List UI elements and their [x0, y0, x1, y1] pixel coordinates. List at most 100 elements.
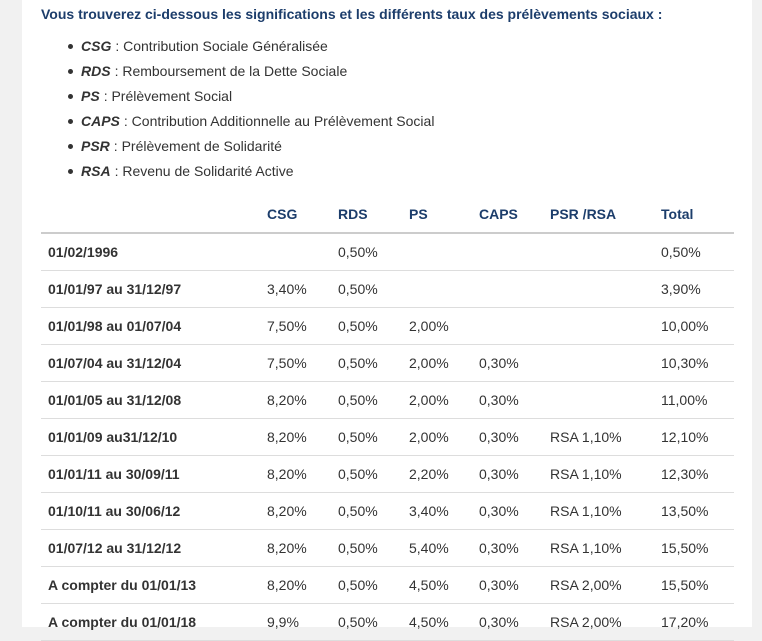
- rate-cell: [402, 233, 472, 271]
- rate-cell: 15,50%: [654, 529, 734, 567]
- rate-cell: 0,50%: [331, 529, 402, 567]
- abbreviation: RDS: [81, 63, 111, 79]
- rate-cell: 0,30%: [472, 529, 543, 567]
- rate-cell: 4,50%: [402, 566, 472, 604]
- rate-cell: 0,50%: [654, 233, 734, 271]
- table-row: A compter du 01/01/13 8,20% 0,50% 4,50% 0,30…: [41, 566, 734, 604]
- rates-table: CSG RDS PS CAPS PSR /RSA Total 01/02/1996 0,50…: [41, 195, 734, 641]
- rate-cell: 3,40%: [260, 270, 331, 308]
- rate-cell: [402, 270, 472, 308]
- rate-cell: 17,20%: [654, 603, 734, 641]
- rate-cell: 10,00%: [654, 307, 734, 345]
- rate-cell: [472, 270, 543, 308]
- definitions: CSG: Contribution Sociale Généralisée RDS…: [67, 36, 435, 186]
- body: {"intro":"Vous trouverez ci-dessous les …: [22, 0, 752, 641]
- row-label: 01/02/1996: [41, 233, 260, 271]
- rate-cell: 4,50%: [402, 603, 472, 641]
- abbreviation: CAPS: [81, 113, 120, 129]
- rate-cell: [543, 344, 654, 382]
- definition-item: CAPS: Contribution Additionnelle au Prél…: [67, 111, 435, 136]
- rate-cell: 0,50%: [331, 233, 402, 271]
- rate-cell: 0,30%: [472, 455, 543, 493]
- rate-cell: 0,50%: [331, 381, 402, 419]
- row-label: A compter du 01/01/13: [41, 566, 260, 604]
- header-cell: PS: [402, 195, 472, 234]
- rate-cell: 5,40%: [402, 529, 472, 567]
- rate-cell: 0,30%: [472, 566, 543, 604]
- rate-cell: RSA 1,10%: [543, 529, 654, 567]
- abbreviation: PS: [81, 88, 100, 104]
- row-label: 01/07/04 au 31/12/04: [41, 344, 260, 382]
- rate-cell: 8,20%: [260, 492, 331, 530]
- rate-cell: [543, 307, 654, 345]
- header-cell: PSR /RSA: [543, 195, 654, 234]
- table-row: A compter du 01/01/18 9,9% 0,50% 4,50% 0,30%…: [41, 603, 734, 641]
- abbreviation: CSG: [81, 38, 112, 54]
- rate-cell: [543, 233, 654, 271]
- table-row: 01/02/1996 0,50% 0,50%: [41, 233, 734, 271]
- definition-item: RSA: Revenu de Solidarité Active: [67, 161, 434, 186]
- rate-cell: [543, 270, 654, 308]
- rate-cell: 0,50%: [331, 344, 402, 382]
- rate-cell: 0,50%: [331, 418, 402, 456]
- definition-text: : Contribution Additionnelle au Prélèvem…: [123, 113, 435, 129]
- rate-cell: 0,30%: [472, 344, 543, 382]
- rate-cell: 0,30%: [472, 603, 543, 641]
- row-label: A compter du 01/01/18: [41, 603, 260, 641]
- header-cell: CSG: [260, 195, 331, 234]
- rate-cell: 8,20%: [260, 381, 331, 419]
- row-label: 01/01/11 au 30/09/11: [41, 455, 260, 493]
- rate-cell: 9,9%: [260, 603, 331, 641]
- rate-cell: 0,30%: [472, 418, 543, 456]
- table-row: 01/07/04 au 31/12/04 7,50% 0,50% 2,00% 0,30%…: [41, 344, 734, 382]
- content: Vous trouverez ci-dessous les significat…: [22, 0, 752, 641]
- definition-text: : Prélèvement de Solidarité: [113, 138, 282, 154]
- definition-text: : Remboursement de la Dette Sociale: [114, 63, 348, 79]
- rate-cell: 0,50%: [331, 603, 402, 641]
- rate-cell: 2,00%: [402, 418, 472, 456]
- rate-cell: 3,90%: [654, 270, 734, 308]
- header-cell: CAPS: [472, 195, 543, 234]
- header-cell: Total: [654, 195, 734, 234]
- rate-cell: 11,00%: [654, 381, 734, 419]
- rate-cell: 0,50%: [331, 307, 402, 345]
- rate-cell: 2,00%: [402, 381, 472, 419]
- rate-cell: 2,00%: [402, 344, 472, 382]
- rate-cell: 0,50%: [331, 455, 402, 493]
- header-cell: RDS: [331, 195, 402, 234]
- definition-item: PSR: Prélèvement de Solidarité: [67, 136, 434, 161]
- rate-cell: [472, 233, 543, 271]
- row-label: 01/01/97 au 31/12/97: [41, 270, 260, 308]
- table-row: 01/01/09 au31/12/10 8,20% 0,50% 2,00% 0,30% R…: [41, 418, 734, 456]
- rate-cell: RSA 2,00%: [543, 566, 654, 604]
- table-row: 01/01/97 au 31/12/97 3,40% 0,50% 3,90%: [41, 270, 734, 308]
- rate-cell: [260, 233, 331, 271]
- rate-cell: 12,10%: [654, 418, 734, 456]
- rate-cell: 3,40%: [402, 492, 472, 530]
- definition-text: : Contribution Sociale Généralisée: [115, 38, 328, 54]
- rate-cell: RSA 2,00%: [543, 603, 654, 641]
- rate-cell: 0,30%: [472, 492, 543, 530]
- rate-cell: [472, 307, 543, 345]
- rate-cell: 2,20%: [402, 455, 472, 493]
- row-label: 01/01/98 au 01/07/04: [41, 307, 260, 345]
- row-label: 01/10/11 au 30/06/12: [41, 492, 260, 530]
- header-row: CSG RDS PS CAPS PSR /RSA Total: [41, 195, 734, 234]
- rate-cell: 8,20%: [260, 455, 331, 493]
- rate-cell: 8,20%: [260, 566, 331, 604]
- definition-text: : Prélèvement Social: [103, 88, 233, 104]
- row-label: 01/07/12 au 31/12/12: [41, 529, 260, 567]
- table-row: 01/01/05 au 31/12/08 8,20% 0,50% 2,00% 0,30%…: [41, 381, 734, 419]
- rate-cell: 0,30%: [472, 381, 543, 419]
- rate-cell: 12,30%: [654, 455, 734, 493]
- definition-text: : Revenu de Solidarité Active: [114, 163, 294, 179]
- rate-cell: 15,50%: [654, 566, 734, 604]
- rate-cell: 13,50%: [654, 492, 734, 530]
- rate-cell: 10,30%: [654, 344, 734, 382]
- rate-cell: RSA 1,10%: [543, 455, 654, 493]
- rate-cell: 8,20%: [260, 418, 331, 456]
- rate-cell: RSA 1,10%: [543, 418, 654, 456]
- intro: Vous trouverez ci-dessous les significat…: [41, 6, 663, 22]
- abbreviation: PSR: [81, 138, 110, 154]
- rate-cell: 0,50%: [331, 270, 402, 308]
